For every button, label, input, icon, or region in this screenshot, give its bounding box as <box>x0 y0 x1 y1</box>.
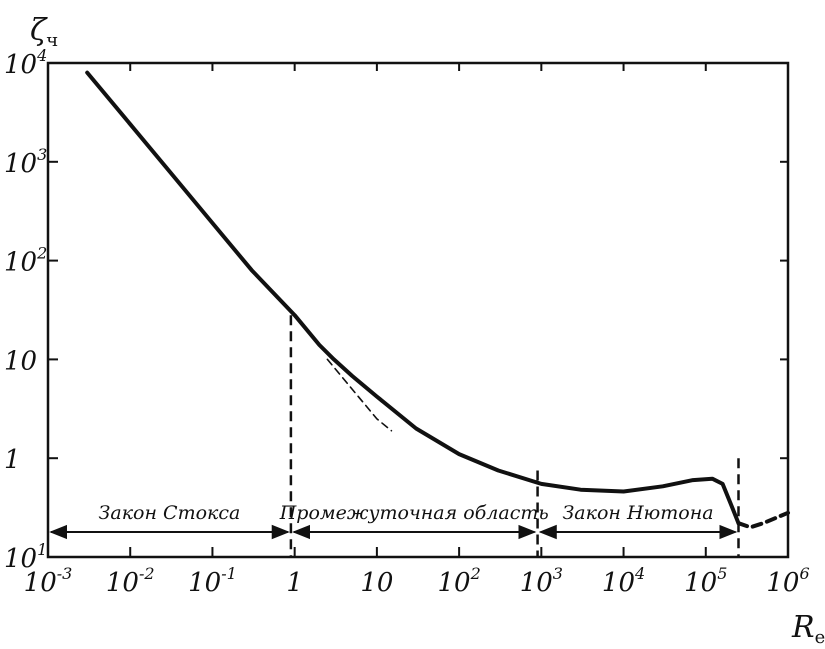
x-tick-base: 10 <box>520 568 553 598</box>
x-tick-base: 10 <box>684 568 717 598</box>
x-tick-label: 106 <box>766 564 809 598</box>
y-axis-label: ζч <box>30 13 58 51</box>
series-line-solid <box>85 70 741 526</box>
y-tick-label: 10 <box>4 346 37 376</box>
x-tick-label: 103 <box>520 564 563 598</box>
x-tick-exponent: -2 <box>139 564 155 583</box>
region-label: Промежуточная область <box>279 502 549 524</box>
series-line-dashed <box>736 510 790 530</box>
y-tick-label: 1 <box>4 445 21 475</box>
y-axis-symbol: ζ <box>30 13 48 48</box>
y-tick-label: 102 <box>4 244 47 278</box>
region-label: Закон Стокса <box>99 502 241 524</box>
x-tick-base: 10 <box>188 568 221 598</box>
plot-frame <box>46 61 790 559</box>
region-label: Закон Нютона <box>562 502 713 524</box>
y-tick-base: 1 <box>4 445 21 475</box>
x-tick-label: 105 <box>684 564 727 598</box>
x-tick-exponent: 6 <box>799 564 809 583</box>
x-tick-base: 10 <box>24 568 57 598</box>
y-tick-exponent: 4 <box>36 46 47 65</box>
x-tick-label: 102 <box>437 564 480 598</box>
y-tick-exponent: 3 <box>37 145 47 164</box>
x-axis-label: Re <box>791 610 825 648</box>
x-tick-label: 1 <box>286 568 303 598</box>
series-line-dashed-thin <box>326 358 393 432</box>
x-tick-exponent: -1 <box>221 564 237 583</box>
y-tick-label: 104 <box>4 46 47 80</box>
x-tick-exponent: 3 <box>553 564 563 583</box>
x-tick-base: 1 <box>286 568 303 598</box>
y-axis-subscript: ч <box>46 30 58 51</box>
x-tick-base: 10 <box>106 568 139 598</box>
y-tick-exponent: 1 <box>37 540 47 559</box>
x-axis-symbol: R <box>791 610 815 645</box>
x-tick-label: 10-2 <box>106 564 155 598</box>
y-tick-exponent: 2 <box>36 244 47 263</box>
x-tick-exponent: 4 <box>634 564 645 583</box>
x-tick-exponent: -3 <box>57 564 73 583</box>
x-tick-base: 10 <box>360 568 393 598</box>
x-tick-exponent: 2 <box>470 564 481 583</box>
x-tick-base: 10 <box>602 568 635 598</box>
x-tick-label: 10-3 <box>24 564 73 598</box>
x-tick-label: 10-1 <box>188 564 237 598</box>
x-tick-base: 10 <box>766 568 799 598</box>
x-tick-exponent: 5 <box>717 564 727 583</box>
x-tick-label: 10 <box>360 568 393 598</box>
x-tick-label: 104 <box>602 564 645 598</box>
y-tick-base: 10 <box>4 346 37 376</box>
x-tick-base: 10 <box>437 568 470 598</box>
y-tick-base: 10 <box>4 248 37 278</box>
y-tick-base: 10 <box>4 544 37 574</box>
y-tick-label: 103 <box>4 145 47 179</box>
y-tick-label: 101 <box>4 540 47 574</box>
y-tick-base: 10 <box>4 149 37 179</box>
y-tick-base: 10 <box>4 50 37 80</box>
x-axis-subscript: e <box>815 627 825 648</box>
